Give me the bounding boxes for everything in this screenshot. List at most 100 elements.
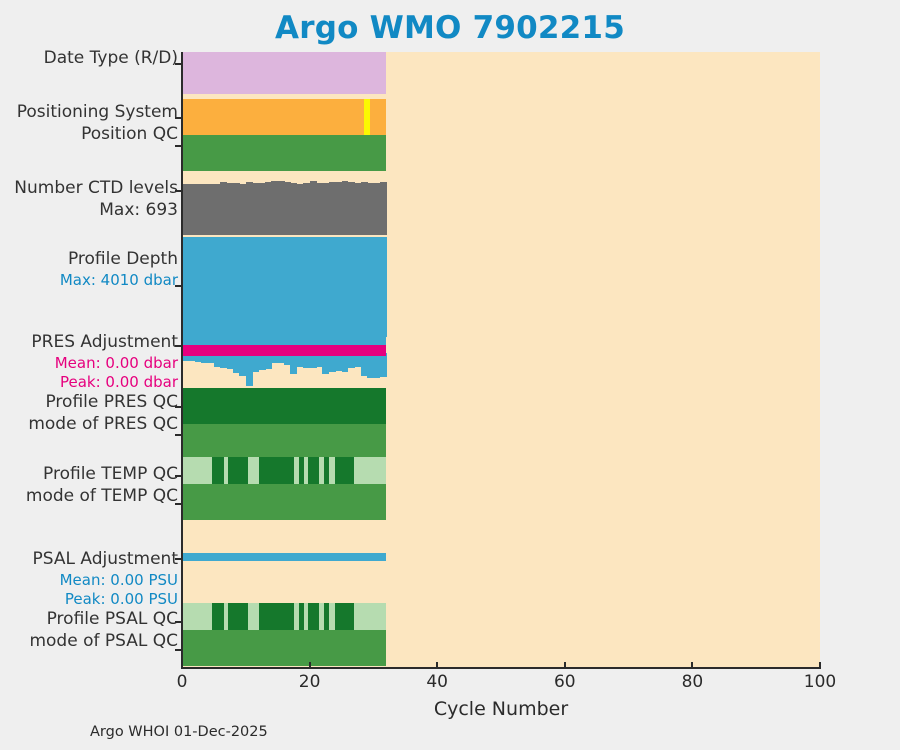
y-tick-pres-adjustment [175,345,182,347]
row-label-ctd-max-text: Max: 693 [99,199,178,220]
col-profile_depth [309,237,317,337]
band-mode_pres_qc [182,424,387,460]
col-number_ctd_levels [258,183,266,235]
col-number_ctd_levels [245,182,253,235]
col-number_ctd_levels [182,183,189,235]
col-pres_adjustment [303,353,311,369]
col-profile_depth [252,237,260,337]
col-profile_depth [233,237,240,337]
col-profile_depth [341,237,349,337]
x-axis-label: Cycle Number [433,698,569,720]
col-profile_depth [264,237,272,337]
col-number_ctd_levels [303,182,311,235]
col-pres_adjustment [207,353,215,363]
row-label-psal-adjustment: PSAL Adjustment Mean: 0.00 PSU Peak: 0.0… [33,549,178,609]
row-label-mode-pres-qc-text: mode of PRES QC [28,413,178,434]
y-tick-position-qc [175,145,182,147]
band-profile_temp_qc [298,457,304,493]
y-tick-number-ctd-levels [175,190,182,192]
col-pres_adjustment [252,353,260,372]
row-label-mode-temp-qc-text: mode of TEMP QC [25,485,178,506]
y-tick-profile-pres-qc [175,406,182,408]
band-profile_psal_qc [223,603,229,639]
y-tick-profile-psal-qc [175,621,182,623]
col-pres_adjustment [354,353,362,368]
y-tick-mode-temp-qc [175,503,182,505]
col-number_ctd_levels [367,183,374,235]
band-positioning_system [369,99,387,135]
col-pres_adjustment [367,353,374,379]
col-number_ctd_levels [233,183,240,235]
y-tick-mode-psal-qc [175,649,182,651]
x-tick-label: 0 [176,672,188,692]
band-profile_psal_qc [248,603,259,639]
col-profile_depth [315,237,323,337]
col-profile_depth [220,237,228,337]
col-pres_adjustment [296,353,304,368]
col-pres_adjustment [271,353,279,364]
band-profile_pres_qc [182,388,387,424]
band-profile_psal_qc [298,603,304,639]
band-position_qc [182,135,387,171]
col-profile_depth [328,237,336,337]
col-profile_depth [207,237,215,337]
zero-line-pres_adjustment [182,345,387,356]
col-profile_depth [277,237,285,337]
band-profile_psal_qc [293,603,299,639]
col-number_ctd_levels [360,182,368,235]
col-number_ctd_levels [239,183,247,235]
band-positioning_system [364,99,370,135]
x-tick-label: 20 [298,672,321,692]
row-label-profile-depth: Profile Depth Max: 4010 dbar [60,249,178,290]
band-profile_temp_qc [328,457,336,493]
col-number_ctd_levels [379,182,387,235]
row-label-pres-peak-text: Peak: 0.00 dbar [59,372,178,391]
col-profile_depth [379,237,387,337]
y-tick-date-type [175,63,182,65]
col-number_ctd_levels [328,181,336,235]
col-pres_adjustment [213,353,221,368]
col-pres_adjustment [309,353,317,369]
col-pres_adjustment [194,353,202,363]
band-profile_psal_qc [323,603,329,639]
col-profile_depth [360,237,368,337]
col-number_ctd_levels [347,181,355,235]
col-profile_depth [335,237,343,337]
col-pres_adjustment [233,353,240,373]
y-tick-profile-temp-qc [175,475,182,477]
row-label-profile-pres-qc: Profile PRES QC mode of PRES QC [28,392,178,436]
col-profile_depth [373,237,381,337]
col-pres_adjustment [264,353,272,370]
row-label-number-ctd-levels: Number CTD levels Max: 693 [14,178,178,222]
band-profile_psal_qc [212,603,224,639]
col-number_ctd_levels [322,183,330,235]
col-number_ctd_levels [277,181,285,235]
x-tick-label: 40 [426,672,449,692]
col-number_ctd_levels [373,182,381,235]
col-profile_depth [290,237,298,337]
band-profile_temp_qc [318,457,324,493]
row-label-profile-temp-qc: Profile TEMP QC mode of TEMP QC [26,464,178,508]
x-tick-mark [563,662,566,668]
col-number_ctd_levels [220,182,228,235]
col-profile_depth [303,237,311,337]
col-number_ctd_levels [226,182,234,235]
col-number_ctd_levels [315,182,323,235]
row-label-number-ctd-levels-text: Number CTD levels [14,178,178,198]
y-tick-profile-depth [175,285,182,287]
col-pres_adjustment [322,353,330,374]
x-tick-label: 100 [803,672,837,692]
col-pres_adjustment [220,353,228,369]
col-pres_adjustment [290,353,298,374]
row-label-pres-adjustment-text: PRES Adjustment [31,332,178,352]
col-pres_adjustment [379,353,387,377]
y-tick-mode-pres-qc [175,434,182,436]
col-number_ctd_levels [264,181,272,235]
col-number_ctd_levels [213,184,221,235]
y-axis-spine [181,52,183,669]
row-label-profile-pres-qc-text: Profile PRES QC [45,392,178,412]
col-pres_adjustment [245,353,253,386]
x-tick-label: 60 [553,672,576,692]
row-label-psal-adjustment-text: PSAL Adjustment [32,549,178,569]
row-label-position-qc-text: Position QC [81,123,178,144]
